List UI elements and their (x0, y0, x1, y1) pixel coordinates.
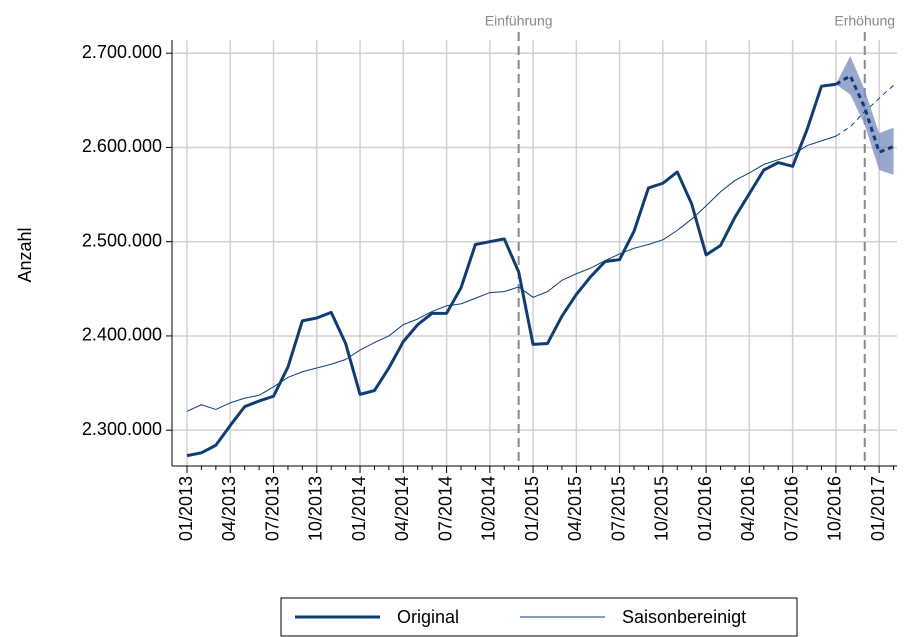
forecast-line (835, 84, 894, 137)
x-tick-label: 10/2014 (479, 476, 499, 541)
x-tick-label: 07/2015 (608, 476, 628, 541)
x-tick-label: 01/2017 (868, 476, 888, 541)
x-tick-label: 07/2014 (435, 476, 455, 541)
forecast-interval (835, 56, 894, 175)
x-tick-label: 07/2013 (262, 476, 282, 541)
x-tick-label: 10/2013 (306, 476, 326, 541)
y-tick-label: 2.500.000 (82, 230, 162, 250)
event-label: Erhöhung (834, 13, 895, 29)
x-tick-label: 10/2015 (652, 476, 672, 541)
series-line (186, 135, 837, 412)
x-tick-label: 07/2016 (781, 476, 801, 541)
x-tick-label: 04/2013 (219, 476, 239, 541)
x-tick-label: 01/2013 (176, 476, 196, 541)
legend-label: Original (397, 607, 459, 627)
y-axis-label: Anzahl (15, 227, 35, 282)
y-tick-label: 2.400.000 (82, 325, 162, 345)
x-tick-label: 04/2016 (738, 476, 758, 541)
x-tick-label: 01/2016 (695, 476, 715, 541)
forecast-line (835, 74, 895, 154)
series-line (186, 82, 837, 458)
y-tick-label: 2.700.000 (82, 42, 162, 62)
y-tick-label: 2.600.000 (82, 136, 162, 156)
x-tick-label: 04/2014 (392, 476, 412, 541)
x-tick-label: 04/2015 (565, 476, 585, 541)
y-tick-label: 2.300.000 (82, 419, 162, 439)
x-tick-label: 01/2014 (349, 476, 369, 541)
event-label: Einführung (485, 13, 553, 29)
x-tick-label: 10/2016 (825, 476, 845, 541)
legend-label: Saisonbereinigt (622, 607, 746, 627)
x-tick-label: 01/2015 (522, 476, 542, 541)
